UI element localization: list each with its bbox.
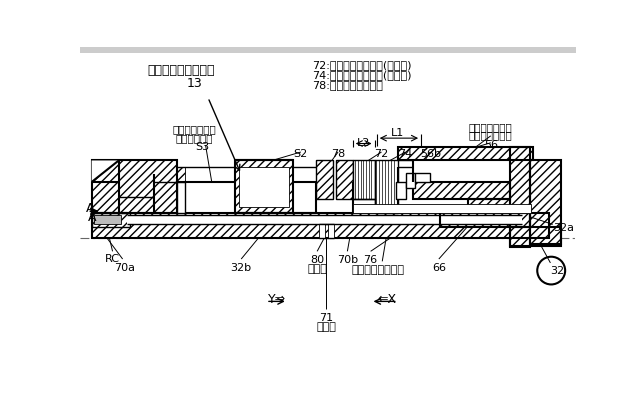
Text: 78:トレランスリング: 78:トレランスリング [312, 80, 383, 89]
Bar [92, 213, 549, 238]
Text: S2: S2 [294, 149, 308, 159]
Text: 環状溝: 環状溝 [307, 264, 327, 274]
Circle shape [537, 257, 565, 284]
Text: 71: 71 [319, 313, 333, 323]
Bar [440, 213, 510, 227]
Bar [510, 213, 529, 227]
Text: 70b: 70b [337, 255, 358, 265]
Bar [94, 215, 121, 224]
Text: A: A [88, 211, 96, 224]
Text: RC: RC [105, 254, 120, 264]
Bar [396, 182, 406, 199]
Bar [413, 182, 510, 199]
Text: 72:外周スプライン歯(外周歯): 72:外周スプライン歯(外周歯) [312, 59, 412, 70]
Text: 80: 80 [310, 255, 324, 265]
Bar [406, 173, 415, 188]
Bar [413, 182, 510, 199]
Text: 56: 56 [484, 140, 498, 150]
Bar [239, 167, 289, 207]
Bar [510, 227, 561, 246]
Bar [177, 182, 184, 213]
Bar [529, 160, 561, 243]
Bar [529, 160, 561, 243]
Text: 78: 78 [331, 149, 345, 159]
Text: 嵌合穴: 嵌合穴 [317, 322, 337, 332]
Bar [467, 199, 510, 213]
Bar [92, 160, 177, 213]
Text: S3: S3 [195, 142, 209, 152]
Bar [92, 213, 549, 238]
Text: Y⇒: Y⇒ [268, 293, 285, 306]
Text: 56b: 56b [420, 149, 441, 159]
Text: 74:内周スプライン歯(内周歯): 74:内周スプライン歯(内周歯) [312, 70, 412, 80]
Bar [440, 213, 510, 227]
Bar [328, 224, 334, 238]
Bar [510, 213, 529, 227]
Polygon shape [92, 160, 119, 182]
Text: ⇐X: ⇐X [377, 293, 396, 306]
Text: 32a: 32a [553, 223, 573, 233]
Bar [397, 147, 533, 160]
Bar [353, 204, 531, 213]
Text: 70a: 70a [115, 263, 136, 273]
Bar [127, 215, 522, 224]
Bar [336, 160, 353, 199]
Text: （第２回転体）: （第２回転体） [469, 122, 513, 132]
Text: 72: 72 [374, 149, 388, 159]
Bar [92, 213, 131, 227]
Text: スプライン嵌合部: スプライン嵌合部 [352, 265, 405, 275]
Text: クラッチドラム: クラッチドラム [469, 130, 513, 140]
Bar [374, 160, 397, 213]
Bar [235, 160, 293, 213]
Text: 32b: 32b [230, 263, 252, 273]
Bar [467, 199, 510, 213]
Bar [510, 147, 529, 247]
Bar [92, 213, 131, 227]
Bar [319, 224, 325, 238]
Text: 76: 76 [364, 255, 378, 265]
Bar [316, 160, 333, 199]
Text: （第１回転体）: （第１回転体） [173, 124, 216, 134]
Text: 74: 74 [398, 149, 413, 159]
Bar [80, 47, 576, 54]
Bar [353, 160, 374, 199]
Text: L2: L2 [357, 138, 371, 148]
Bar [336, 160, 353, 199]
Text: L1: L1 [391, 128, 404, 138]
Bar [510, 147, 529, 247]
Text: 66: 66 [432, 263, 446, 273]
Bar [92, 160, 177, 213]
Text: 32: 32 [550, 266, 564, 276]
Bar [235, 160, 293, 213]
Bar [510, 227, 561, 246]
Bar [177, 167, 184, 182]
Bar [397, 147, 533, 160]
Text: A: A [86, 203, 95, 216]
Text: 第３サンギヤ: 第３サンギヤ [176, 133, 214, 143]
Text: 車両用動力伝達装置: 車両用動力伝達装置 [147, 64, 214, 77]
Bar [415, 173, 430, 182]
Bar [316, 160, 333, 199]
Text: 13: 13 [187, 76, 203, 89]
